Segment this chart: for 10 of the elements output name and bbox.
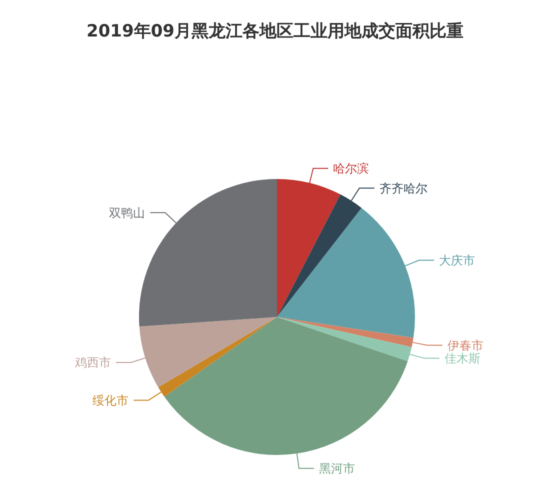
slice-label: 鸡西市 — [74, 356, 111, 370]
slice-label: 双鸭山 — [109, 206, 146, 220]
slice-label: 佳木斯 — [444, 352, 480, 366]
slice-label: 黑河市 — [319, 462, 356, 476]
slice-label: 伊春市 — [447, 338, 484, 352]
chart-title: 2019年09月黑龙江各地区工业用地成交面积比重 — [86, 22, 464, 42]
slice-label: 齐齐哈尔 — [379, 181, 428, 196]
slice-label: 绥化市 — [92, 393, 129, 408]
slice-label: 大庆市 — [439, 253, 476, 268]
slice-label: 哈尔滨 — [333, 162, 370, 176]
